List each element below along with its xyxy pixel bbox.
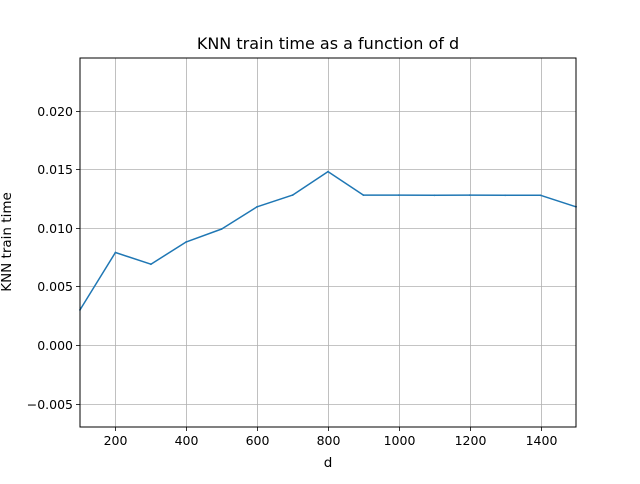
y-tick-label: 0.015 [37, 162, 73, 177]
x-tick-label: 1000 [384, 433, 416, 448]
data-point [185, 241, 188, 243]
y-axis-ticks: −0.005 0.000 0.005 0.010 0.015 0.020 [27, 104, 80, 412]
x-tick-label: 600 [246, 433, 270, 448]
data-point [291, 194, 294, 197]
data-point [468, 194, 471, 197]
data-point [539, 194, 542, 197]
grid-lines [80, 58, 576, 427]
y-tick-label: 0.000 [37, 338, 73, 353]
data-point [220, 228, 223, 230]
x-tick-label: 400 [175, 433, 199, 448]
y-axis-label: KNN train time [0, 192, 15, 292]
data-point [150, 263, 152, 266]
data-point [504, 194, 506, 197]
plot-frame [79, 57, 577, 428]
y-tick-label: 0.020 [37, 104, 73, 119]
y-tick-label: −0.005 [27, 397, 73, 412]
x-axis-label: d [324, 455, 333, 471]
y-tick-label: 0.010 [37, 221, 73, 236]
data-point [433, 194, 436, 197]
data-point [398, 194, 400, 197]
x-tick-label: 1200 [455, 433, 487, 448]
chart-title: KNN train time as a function of d [197, 34, 459, 53]
x-tick-label: 200 [104, 433, 128, 448]
data-point [114, 251, 117, 254]
data-point [327, 170, 329, 173]
x-axis-ticks: 200 400 600 800 1000 1200 1400 [104, 427, 558, 448]
x-tick-label: 1400 [526, 433, 558, 448]
data-point [362, 194, 365, 197]
data-point [256, 205, 258, 208]
x-tick-label: 800 [317, 433, 341, 448]
y-tick-label: 0.005 [37, 279, 73, 294]
